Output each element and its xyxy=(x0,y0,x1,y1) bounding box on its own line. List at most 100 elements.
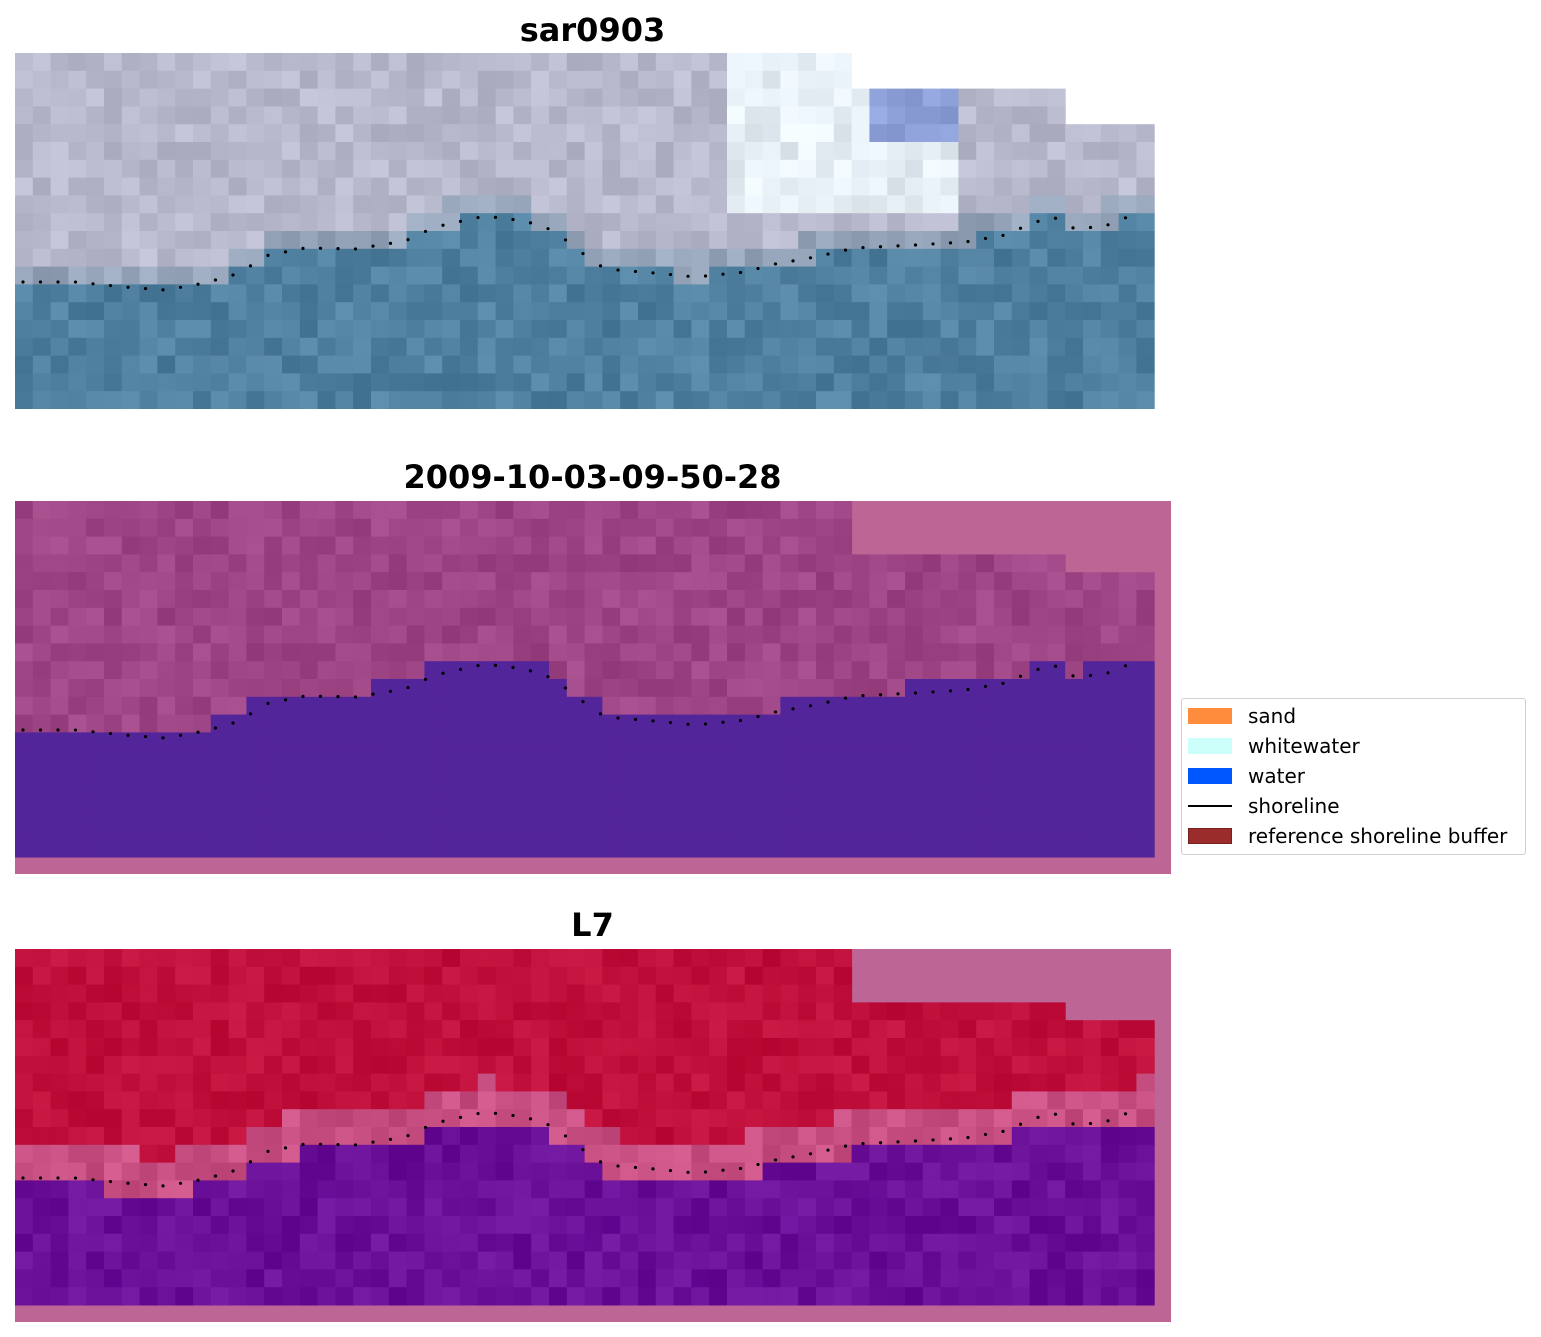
land-pixel xyxy=(673,661,692,680)
index-pixel xyxy=(477,1269,497,1288)
index-pixel xyxy=(762,1144,781,1164)
rgb-pixel xyxy=(1029,177,1048,196)
rgb-pixel xyxy=(798,231,817,250)
rgb-pixel xyxy=(442,88,461,107)
index-pixel xyxy=(620,984,639,1003)
rgb-pixel xyxy=(887,124,906,143)
rgb-pixel xyxy=(958,248,977,268)
rgb-pixel xyxy=(780,355,799,374)
land-pixel xyxy=(246,661,265,680)
land-pixel xyxy=(32,679,52,698)
rgb-pixel xyxy=(655,355,675,374)
rgb-pixel xyxy=(994,302,1013,321)
rgb-pixel xyxy=(566,159,586,179)
land-pixel xyxy=(246,572,265,591)
water-pixel xyxy=(1047,732,1066,751)
index-pixel xyxy=(15,1055,34,1075)
land-pixel xyxy=(851,554,870,573)
index-pixel xyxy=(744,1020,764,1039)
rgb-pixel xyxy=(68,195,87,214)
rgb-pixel xyxy=(68,391,87,409)
rgb-pixel xyxy=(406,373,425,392)
land-pixel xyxy=(816,536,835,555)
index-pixel xyxy=(513,1162,532,1181)
index-pixel xyxy=(709,1144,728,1164)
rgb-pixel xyxy=(353,391,372,409)
index-pixel xyxy=(673,1216,692,1235)
rgb-pixel xyxy=(157,70,176,90)
water-pixel xyxy=(673,768,692,787)
shoreline-point xyxy=(791,707,795,711)
rgb-pixel xyxy=(1083,355,1102,374)
rgb-pixel xyxy=(388,213,408,232)
water-pixel xyxy=(620,839,639,858)
rgb-pixel xyxy=(388,248,408,268)
index-pixel xyxy=(406,1055,425,1075)
rgb-pixel xyxy=(655,106,675,125)
land-pixel xyxy=(460,536,479,555)
rgb-pixel xyxy=(15,266,34,285)
land-pixel xyxy=(424,643,443,662)
water-pixel xyxy=(104,821,123,840)
index-pixel xyxy=(1100,1055,1120,1075)
index-pixel xyxy=(584,1233,603,1253)
index-pixel xyxy=(121,1002,141,1021)
water-pixel xyxy=(388,821,408,840)
index-pixel xyxy=(1029,1198,1048,1217)
rgb-pixel xyxy=(495,391,514,409)
index-pixel xyxy=(602,1180,621,1199)
index-pixel xyxy=(762,1216,781,1235)
land-pixel xyxy=(175,625,194,644)
rgb-pixel xyxy=(976,355,995,374)
rgb-pixel xyxy=(620,177,639,196)
index-pixel xyxy=(246,1180,265,1199)
shoreline-point xyxy=(511,217,515,222)
rgb-pixel xyxy=(1011,213,1031,232)
rgb-pixel xyxy=(246,195,265,214)
index-pixel xyxy=(210,1233,230,1253)
land-pixel xyxy=(762,572,781,591)
rgb-pixel xyxy=(727,284,746,303)
water-pixel xyxy=(798,839,817,858)
rgb-pixel xyxy=(833,373,853,392)
index-pixel xyxy=(940,1180,959,1199)
index-pixel xyxy=(442,1144,461,1164)
rgb-pixel xyxy=(744,302,764,321)
rgb-pixel xyxy=(282,284,301,303)
index-pixel xyxy=(495,1269,514,1288)
index-pixel xyxy=(157,1055,176,1075)
index-pixel xyxy=(460,1038,479,1057)
water-pixel xyxy=(833,785,853,805)
land-pixel xyxy=(86,518,105,538)
shoreline-point xyxy=(703,274,708,278)
rgb-pixel xyxy=(1065,355,1084,374)
rgb-pixel xyxy=(15,159,34,179)
rgb-pixel xyxy=(905,159,924,179)
rgb-pixel xyxy=(353,337,372,357)
index-pixel xyxy=(638,1287,657,1306)
index-pixel xyxy=(638,1162,657,1181)
index-pixel xyxy=(638,1038,657,1057)
land-pixel xyxy=(1136,572,1155,591)
water-pixel xyxy=(15,768,34,787)
index-pixel xyxy=(887,1002,906,1021)
shoreline-point xyxy=(1001,233,1005,237)
legend-label: water xyxy=(1248,764,1305,788)
land-pixel xyxy=(264,643,283,662)
index-pixel xyxy=(68,949,87,968)
rgb-pixel xyxy=(584,142,603,161)
index-pixel xyxy=(1118,1162,1137,1181)
index-pixel xyxy=(851,1073,870,1092)
index-pixel xyxy=(264,1002,283,1021)
land-pixel xyxy=(602,679,621,698)
rgb-pixel xyxy=(905,266,924,285)
water-pixel xyxy=(228,839,247,858)
index-pixel xyxy=(335,1091,354,1110)
rgb-pixel xyxy=(193,88,212,107)
index-pixel xyxy=(32,1127,52,1146)
rgb-pixel xyxy=(175,355,194,374)
shoreline-point xyxy=(511,1113,515,1118)
water-pixel xyxy=(282,714,301,733)
land-pixel xyxy=(50,536,69,555)
index-pixel xyxy=(193,1269,212,1288)
